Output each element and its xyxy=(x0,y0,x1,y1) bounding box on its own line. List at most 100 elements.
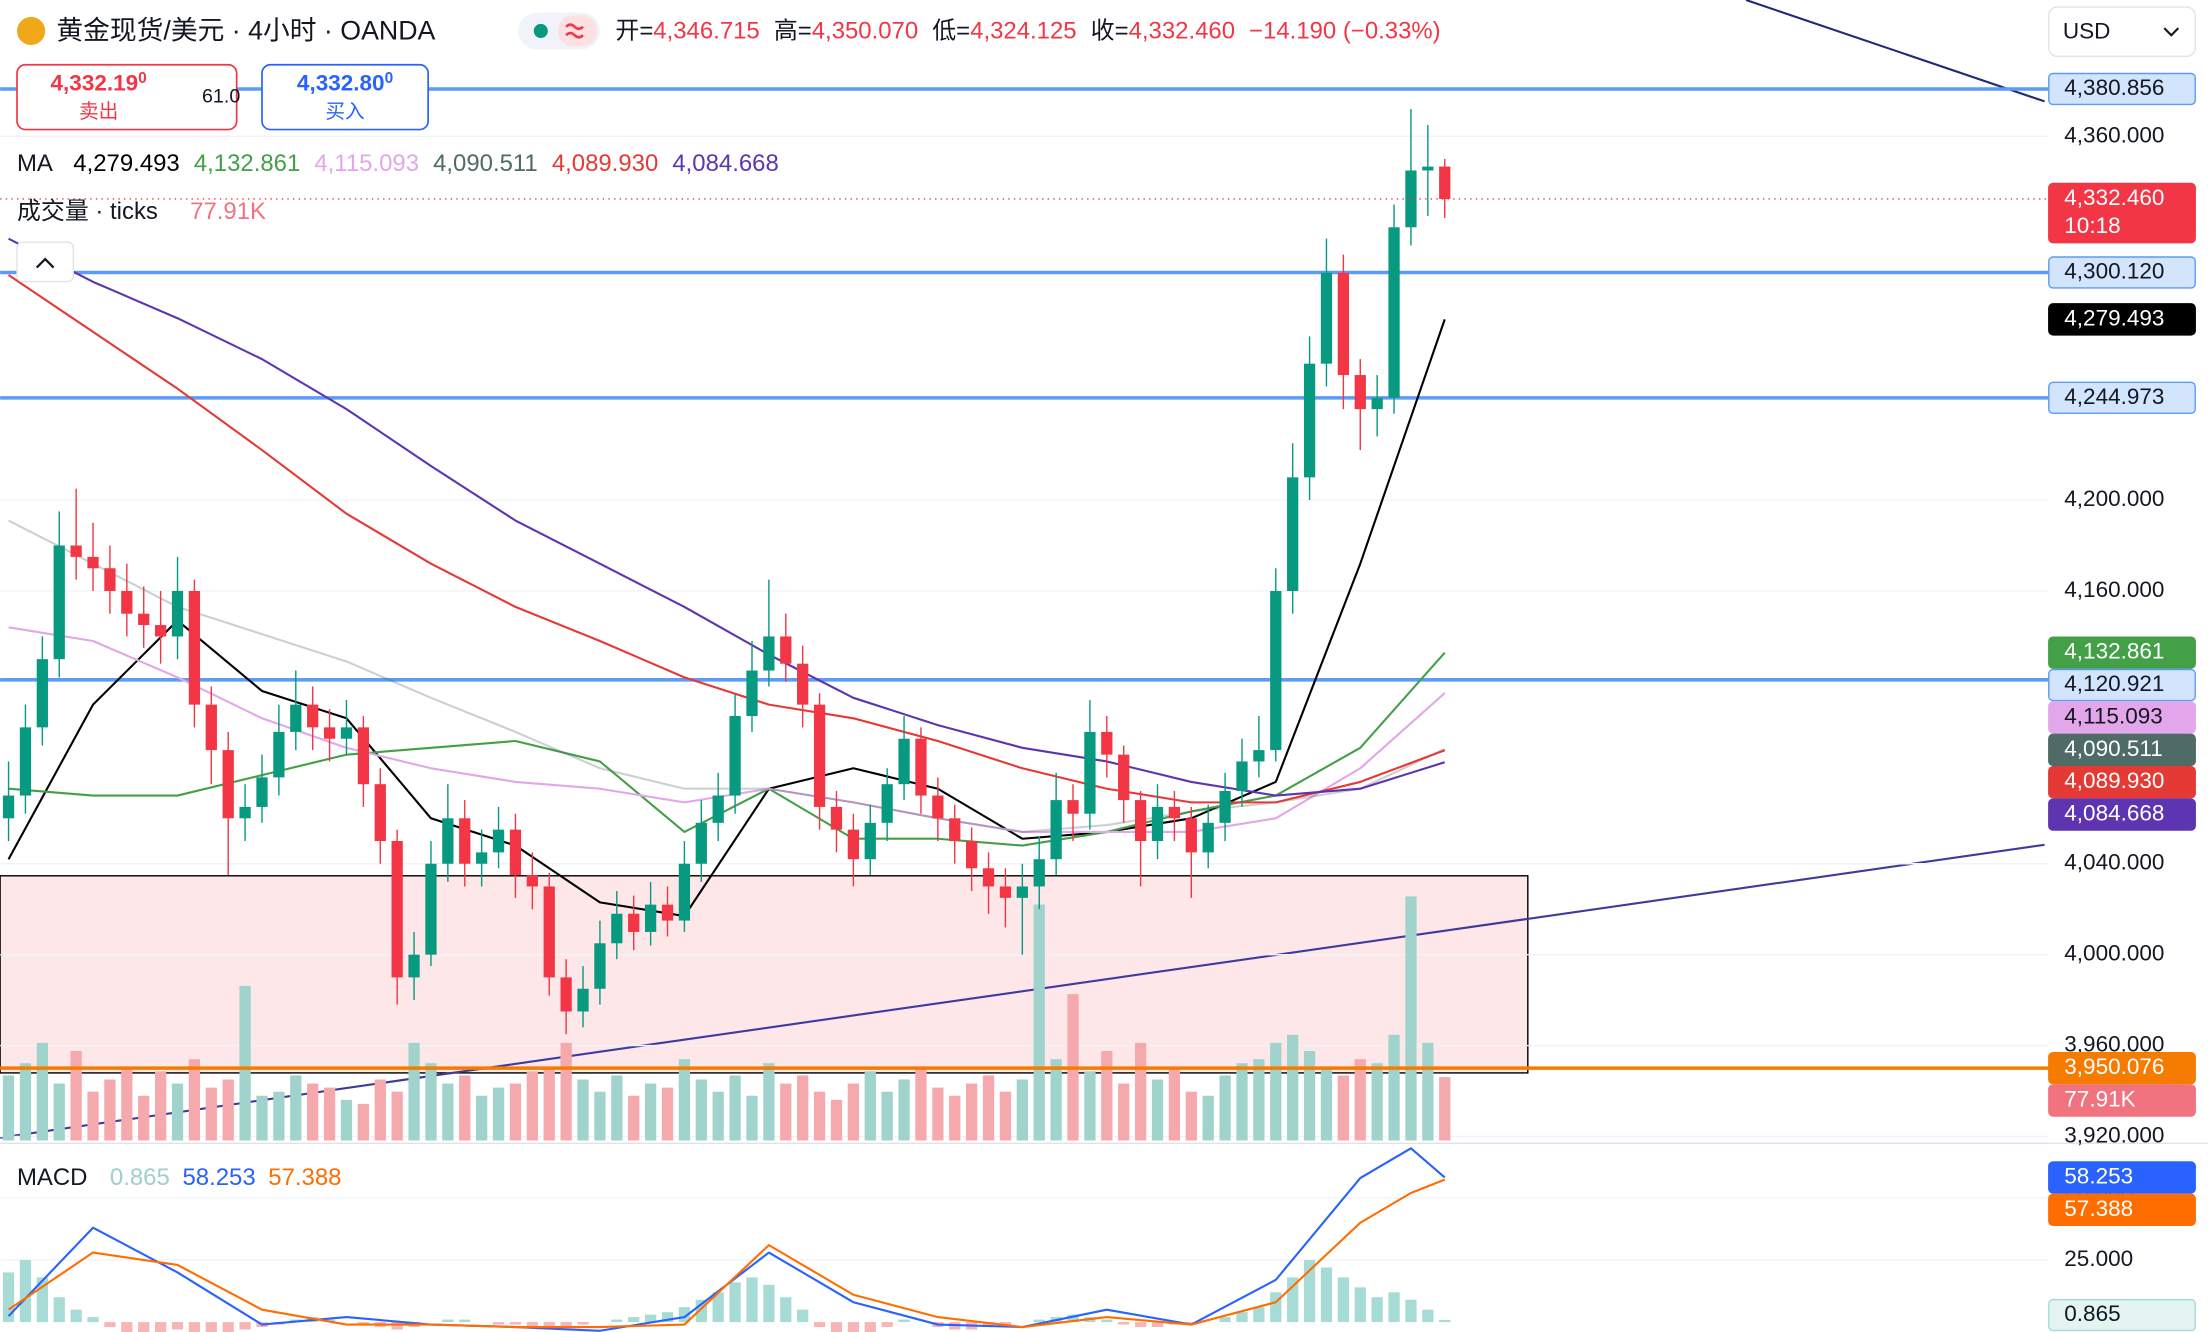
candle-body xyxy=(797,663,809,705)
macd-legend-title: MACD xyxy=(17,1164,87,1191)
macd-histogram-bar xyxy=(1371,1297,1383,1323)
volume-bar xyxy=(1388,1034,1400,1141)
candle-body xyxy=(1151,806,1164,842)
volume-bar xyxy=(746,1095,758,1141)
signal-line xyxy=(7,1178,1446,1329)
macd-histogram-bar xyxy=(205,1322,217,1332)
hline-tag-label: 3,950.076 xyxy=(2064,1054,2164,1079)
candle-body xyxy=(864,822,876,860)
symbol-title: 黄金现货/美元 · 4小时 · OANDA xyxy=(56,15,435,45)
candle-body xyxy=(1033,859,1045,887)
macd-histogram-bar xyxy=(121,1322,133,1332)
sell-label: 卖出 xyxy=(79,101,118,123)
macd-histogram-bar xyxy=(898,1319,910,1323)
ohlc-legend: 开=4,346.715 高=4,350.070 低=4,324.125 收=4,332… xyxy=(615,18,1440,45)
volume-bar xyxy=(1422,1042,1434,1141)
volume-bar xyxy=(678,1059,691,1141)
candle-body xyxy=(526,875,538,887)
volume-bar xyxy=(138,1095,150,1141)
sell-button[interactable] xyxy=(16,63,238,131)
candle-body xyxy=(374,784,386,842)
ma-legend-title: MA xyxy=(17,150,53,177)
ohlc-label: 高= xyxy=(774,18,812,45)
volume-bar xyxy=(1439,1077,1451,1141)
volume-bar xyxy=(780,1083,792,1141)
buy-label: 买入 xyxy=(325,101,364,123)
candle-body xyxy=(780,636,792,664)
macd-histogram-bar xyxy=(644,1314,657,1323)
macd-histogram-bar xyxy=(813,1322,826,1328)
volume-bar xyxy=(459,1075,471,1141)
candle-body xyxy=(966,841,978,869)
macd-histogram-bar xyxy=(239,1322,251,1330)
ma-tag-label: 4,089.930 xyxy=(2064,768,2164,793)
buy-price: 4,332.800 xyxy=(297,70,393,95)
candle-body xyxy=(476,852,488,864)
volume-bar xyxy=(729,1075,741,1141)
candle-body xyxy=(949,818,961,842)
volume-legend-value: 77.91K xyxy=(190,198,266,225)
candle-body xyxy=(222,750,234,819)
y-tick-label: 4,360.000 xyxy=(2064,122,2164,147)
macd-histogram-bar xyxy=(1287,1277,1299,1323)
candle-body xyxy=(391,841,403,978)
macd-histogram-bar xyxy=(1134,1322,1147,1328)
volume-bar xyxy=(543,1067,555,1141)
buy-price-main: 4,332.80 xyxy=(297,70,385,95)
collapse-button[interactable] xyxy=(16,241,75,283)
macd-histogram-bar xyxy=(1422,1309,1434,1323)
volume-bar xyxy=(273,1091,285,1141)
currency-dropdown[interactable] xyxy=(2048,6,2196,58)
candle-body xyxy=(509,829,522,876)
candle-body xyxy=(1202,822,1214,853)
macd-histogram-bar xyxy=(1118,1322,1130,1325)
hline-tag xyxy=(2048,381,2196,415)
ma-legend-value: 4,084.668 xyxy=(672,150,778,177)
volume-bar xyxy=(340,1099,353,1141)
candle-body xyxy=(611,913,623,944)
currency: USD xyxy=(2063,18,2111,43)
hline-tag-label: 4,120.921 xyxy=(2064,671,2164,696)
macd-histogram-bar xyxy=(222,1322,234,1332)
volume-bar xyxy=(1303,1051,1316,1141)
volume-bar xyxy=(104,1079,116,1141)
candle-body xyxy=(881,784,893,823)
volume-bar xyxy=(644,1083,657,1141)
candle-body xyxy=(898,738,910,785)
volume-bar xyxy=(1033,904,1045,1141)
ma-tag xyxy=(2048,303,2196,336)
volume-bar xyxy=(1219,1075,1231,1141)
candle-body xyxy=(628,913,640,932)
volume-bar xyxy=(695,1079,707,1141)
volume-bar xyxy=(949,1095,961,1141)
candle-body xyxy=(408,954,420,978)
candle-body xyxy=(763,636,775,671)
candle-body xyxy=(847,829,860,860)
ma-tag xyxy=(2048,636,2196,669)
macd-histogram-bar xyxy=(87,1317,99,1323)
volume-bar xyxy=(374,1079,386,1141)
macd-histogram-bar xyxy=(763,1284,775,1323)
volume-bar xyxy=(492,1087,505,1141)
candle-body xyxy=(492,829,505,853)
volume-bar xyxy=(628,1095,640,1141)
macd-histogram-bar xyxy=(70,1309,82,1323)
macd-histogram-bar xyxy=(459,1319,471,1323)
candle-body xyxy=(729,715,741,796)
volume-bar xyxy=(526,1071,538,1141)
volume-bar xyxy=(357,1103,370,1141)
volume-bar xyxy=(999,1091,1012,1141)
collapse-icon xyxy=(35,257,55,269)
macd-histogram-bar xyxy=(577,1322,589,1325)
macd-histogram-bar xyxy=(357,1322,370,1325)
volume-bar xyxy=(1151,1079,1164,1141)
change: −14.190 (−0.33%) xyxy=(1249,18,1441,45)
buy-button[interactable] xyxy=(261,63,429,131)
ma-tag xyxy=(2048,701,2196,734)
ma-legend-value: 4,279.493 xyxy=(73,150,179,177)
volume-bar xyxy=(661,1087,674,1141)
y-tick-label: 25.000 xyxy=(2064,1246,2133,1271)
volume-tag xyxy=(2048,1084,2196,1117)
volume-bar xyxy=(763,1063,775,1141)
macd-histogram-bar xyxy=(746,1277,758,1323)
